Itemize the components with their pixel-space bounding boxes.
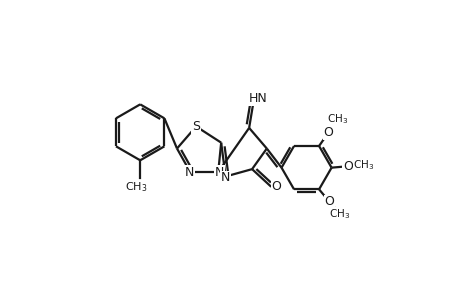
Text: HN: HN bbox=[248, 92, 267, 105]
Text: CH$_3$: CH$_3$ bbox=[124, 180, 147, 194]
Text: N: N bbox=[214, 166, 224, 178]
Text: O: O bbox=[342, 160, 352, 173]
Text: O: O bbox=[323, 126, 333, 139]
Text: S: S bbox=[192, 120, 200, 133]
Text: N: N bbox=[220, 172, 230, 184]
Text: CH$_3$: CH$_3$ bbox=[326, 112, 347, 126]
Text: O: O bbox=[324, 195, 334, 208]
Text: CH$_3$: CH$_3$ bbox=[329, 207, 350, 221]
Text: O: O bbox=[271, 180, 281, 193]
Text: N: N bbox=[184, 166, 194, 178]
Text: CH$_3$: CH$_3$ bbox=[353, 158, 374, 172]
